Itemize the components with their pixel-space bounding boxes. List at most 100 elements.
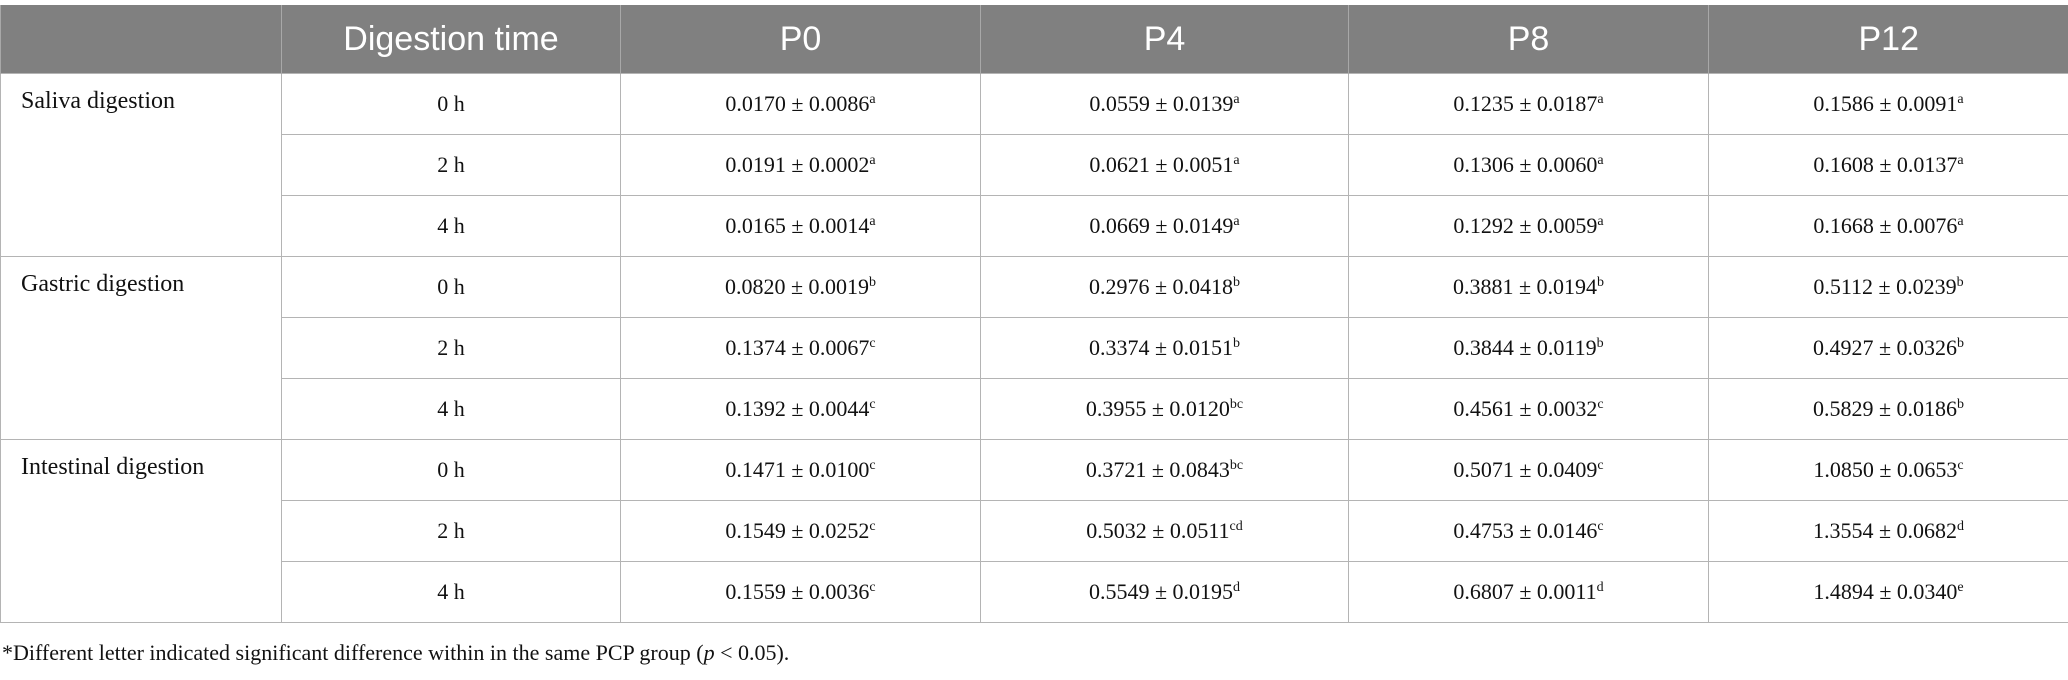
table-row: Gastric digestion 0 h 0.0820 ± 0.0019b 0.29… [0, 256, 2068, 440]
value-cell: 0.0621 ± 0.0051a [980, 134, 1349, 196]
significance-letter: c [869, 580, 876, 595]
significance-letter: a [1597, 214, 1604, 229]
header-cell: P8 [1348, 5, 1709, 74]
value-text: 1.0850 ± 0.0653 [1813, 457, 1958, 482]
significance-letter: b [1957, 336, 1965, 351]
significance-letter: c [1597, 397, 1604, 412]
value-text: 0.1668 ± 0.0076 [1813, 213, 1958, 238]
header-cell: P0 [620, 5, 981, 74]
value-cell: 0.1559 ± 0.0036c [620, 561, 981, 623]
table-row: Saliva digestion 0 h 0.0170 ± 0.0086a 0.055… [0, 73, 2068, 257]
time-cell: 2 h [281, 134, 621, 196]
footnote: *Different letter indicated significant … [2, 640, 789, 666]
value-text: 0.1235 ± 0.0187 [1453, 91, 1598, 116]
significance-letter: a [869, 92, 876, 107]
value-text: 0.5032 ± 0.0511 [1086, 518, 1230, 543]
significance-letter: c [869, 336, 876, 351]
value-text: 0.1586 ± 0.0091 [1813, 91, 1958, 116]
significance-letter: a [1957, 153, 1964, 168]
value-text: 0.1292 ± 0.0059 [1453, 213, 1598, 238]
value-cell: 0.4927 ± 0.0326b [1708, 317, 2068, 379]
footnote-text: *Different letter indicated significant … [2, 640, 704, 665]
value-text: 0.2976 ± 0.0418 [1088, 274, 1234, 299]
value-text: 0.1471 ± 0.0100 [725, 457, 870, 482]
value-text: 0.3955 ± 0.0120 [1085, 396, 1230, 421]
footnote-text: < 0.05). [714, 640, 790, 665]
table-row: 4 h 0.1392 ± 0.0044c 0.3955 ± 0.0120bc 0.45… [1, 378, 2068, 440]
group-label: Gastric digestion [0, 256, 282, 440]
value-text: 0.3844 ± 0.0119 [1453, 335, 1597, 360]
time-cell: 0 h [281, 439, 621, 501]
value-cell: 0.1392 ± 0.0044c [620, 378, 981, 440]
value-text: 0.3721 ± 0.0843 [1085, 457, 1230, 482]
value-text: 0.5549 ± 0.0195 [1088, 579, 1234, 604]
value-text: 0.4561 ± 0.0032 [1453, 396, 1598, 421]
significance-letter: bc [1229, 397, 1244, 412]
time-cell: 0 h [281, 73, 621, 135]
value-cell: 0.5112 ± 0.0239b [1708, 256, 2068, 318]
value-cell: 0.1549 ± 0.0252c [620, 500, 981, 562]
value-text: 0.1549 ± 0.0252 [725, 518, 870, 543]
value-cell: 0.0669 ± 0.0149a [980, 195, 1349, 257]
significance-letter: a [869, 153, 876, 168]
value-cell: 0.1608 ± 0.0137a [1708, 134, 2068, 196]
value-cell: 0.3844 ± 0.0119b [1348, 317, 1709, 379]
value-cell: 0.0170 ± 0.0086a [620, 73, 981, 135]
table-row: 2 h 0.1374 ± 0.0067c 0.3374 ± 0.0151b 0.384… [1, 317, 2068, 379]
value-cell: 0.1586 ± 0.0091a [1708, 73, 2068, 135]
value-text: 0.6807 ± 0.0011 [1453, 579, 1597, 604]
value-cell: 0.3955 ± 0.0120bc [980, 378, 1349, 440]
value-text: 0.0559 ± 0.0139 [1089, 91, 1234, 116]
significance-letter: a [1233, 92, 1240, 107]
value-cell: 0.5829 ± 0.0186b [1708, 378, 2068, 440]
significance-letter: c [869, 397, 876, 412]
time-cell: 2 h [281, 317, 621, 379]
value-cell: 0.0820 ± 0.0019b [620, 256, 981, 318]
value-cell: 0.1292 ± 0.0059a [1348, 195, 1709, 257]
significance-letter: bc [1229, 458, 1244, 473]
value-cell: 0.3721 ± 0.0843bc [980, 439, 1349, 501]
significance-letter: a [869, 214, 876, 229]
value-text: 0.1306 ± 0.0060 [1453, 152, 1598, 177]
value-text: 0.3374 ± 0.0151 [1088, 335, 1234, 360]
value-cell: 0.1235 ± 0.0187a [1348, 73, 1709, 135]
value-cell: 0.3374 ± 0.0151b [980, 317, 1349, 379]
significance-letter: b [1597, 275, 1605, 290]
time-cell: 4 h [281, 378, 621, 440]
value-cell: 0.6807 ± 0.0011d [1348, 561, 1709, 623]
value-cell: 0.0165 ± 0.0014a [620, 195, 981, 257]
value-cell: 0.0191 ± 0.0002a [620, 134, 981, 196]
value-cell: 0.1668 ± 0.0076a [1708, 195, 2068, 257]
header-cell [0, 5, 282, 74]
significance-letter: e [1957, 580, 1964, 595]
time-cell: 4 h [281, 195, 621, 257]
significance-letter: b [1596, 336, 1604, 351]
value-text: 0.0170 ± 0.0086 [725, 91, 870, 116]
value-cell: 0.4561 ± 0.0032c [1348, 378, 1709, 440]
significance-letter: d [1957, 519, 1965, 534]
table-row: Intestinal digestion 0 h 0.1471 ± 0.0100c 0… [0, 439, 2068, 623]
header-cell: Digestion time [281, 5, 621, 74]
value-text: 0.4753 ± 0.0146 [1453, 518, 1598, 543]
value-cell: 1.0850 ± 0.0653c [1708, 439, 2068, 501]
significance-letter: d [1596, 580, 1604, 595]
significance-letter: cd [1229, 519, 1243, 534]
group-label: Intestinal digestion [0, 439, 282, 623]
value-text: 1.3554 ± 0.0682 [1812, 518, 1958, 543]
significance-letter: b [1233, 336, 1241, 351]
table-body: Saliva digestion 0 h 0.0170 ± 0.0086a 0.055… [0, 73, 2068, 623]
value-text: 0.5112 ± 0.0239 [1813, 274, 1957, 299]
significance-letter: a [1957, 92, 1964, 107]
time-cell: 0 h [281, 256, 621, 318]
significance-letter: a [1597, 92, 1604, 107]
value-text: 0.4927 ± 0.0326 [1812, 335, 1958, 360]
table-row: 2 h 0.1549 ± 0.0252c 0.5032 ± 0.0511cd 0.47… [1, 500, 2068, 562]
value-text: 0.0669 ± 0.0149 [1089, 213, 1234, 238]
value-text: 0.1608 ± 0.0137 [1813, 152, 1958, 177]
value-text: 0.3881 ± 0.0194 [1452, 274, 1598, 299]
value-text: 0.1374 ± 0.0067 [725, 335, 870, 360]
significance-letter: a [1597, 153, 1604, 168]
value-cell: 0.1471 ± 0.0100c [620, 439, 981, 501]
data-table: Digestion time P0 P4 P8 P12 Saliva digestion… [0, 5, 2068, 623]
value-text: 0.1559 ± 0.0036 [725, 579, 870, 604]
